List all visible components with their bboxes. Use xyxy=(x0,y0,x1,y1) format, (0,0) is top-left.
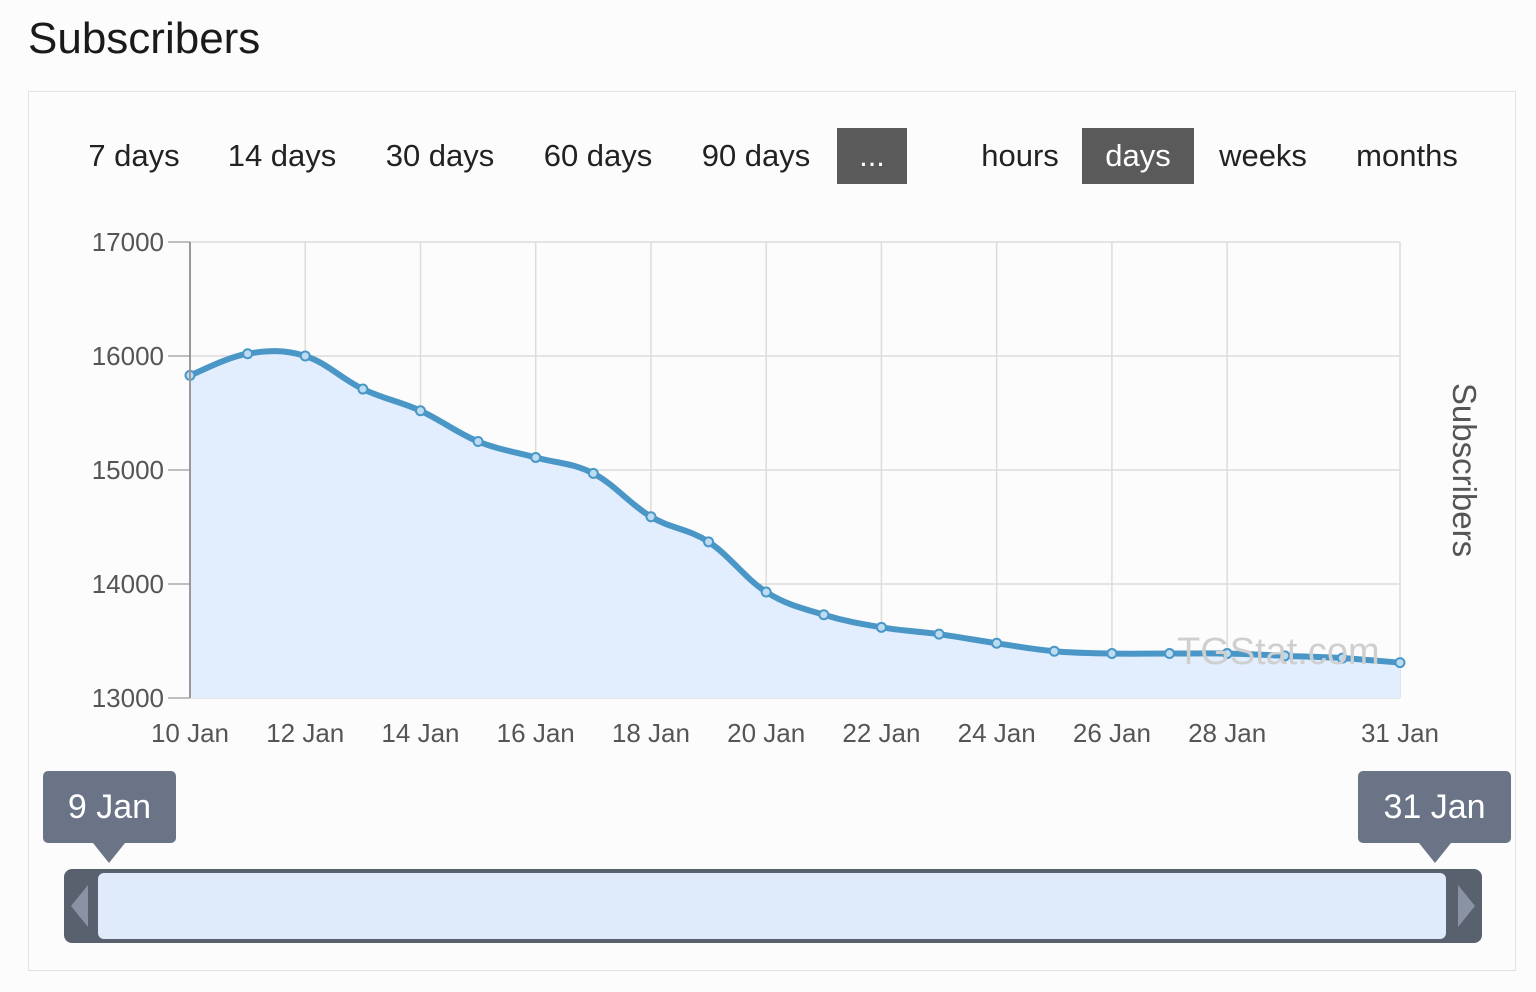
x-tick-label: 20 Jan xyxy=(727,718,805,748)
data-point[interactable] xyxy=(1394,657,1406,669)
data-point[interactable] xyxy=(933,628,945,640)
series-area xyxy=(190,351,1400,698)
data-point[interactable] xyxy=(242,348,254,360)
range-custom-button[interactable]: ... xyxy=(837,128,907,184)
navigator-end-label: 31 Jan xyxy=(1358,771,1511,863)
y-tick-label: 17000 xyxy=(92,227,164,257)
y-tick-label: 14000 xyxy=(92,569,164,599)
range-14-days-button[interactable]: 14 days xyxy=(227,138,337,173)
data-points xyxy=(184,348,1406,669)
right-arrow-icon xyxy=(1458,885,1475,927)
series-line xyxy=(188,348,1401,666)
data-point[interactable] xyxy=(875,621,887,633)
data-point[interactable] xyxy=(1164,648,1176,660)
data-point[interactable] xyxy=(645,511,657,523)
granularity-hours-button[interactable]: hours xyxy=(981,138,1059,173)
y-tick-label: 15000 xyxy=(92,455,164,485)
navigator-selected-window[interactable] xyxy=(98,873,1446,939)
x-axis-ticks: 10 Jan 12 Jan 14 Jan 16 Jan 18 Jan 20 Jan 22 J… xyxy=(151,718,1439,748)
x-tick-label: 22 Jan xyxy=(842,718,920,748)
granularity-months-button[interactable]: months xyxy=(1356,138,1458,173)
watermark: TGStat.com xyxy=(1177,631,1380,673)
range-navigator[interactable] xyxy=(64,869,1482,943)
x-tick-label: 12 Jan xyxy=(266,718,344,748)
navigator-left-handle[interactable] xyxy=(64,869,98,943)
data-point[interactable] xyxy=(472,436,484,447)
y-axis-title: Subscribers xyxy=(1446,383,1483,557)
x-tick-label: 14 Jan xyxy=(381,718,459,748)
data-point[interactable] xyxy=(760,586,772,598)
data-point[interactable] xyxy=(991,637,1003,649)
range-90-days-button[interactable]: 90 days xyxy=(701,138,811,173)
data-point[interactable] xyxy=(703,536,715,548)
left-arrow-icon xyxy=(71,885,88,927)
range-60-days-button[interactable]: 60 days xyxy=(543,138,653,173)
y-axis-ticks: 13000 14000 15000 16000 17000 xyxy=(92,227,190,713)
data-point[interactable] xyxy=(1279,650,1291,662)
y-tick-label: 16000 xyxy=(92,341,164,371)
page-title: Subscribers xyxy=(28,14,261,63)
navigator-start-label: 9 Jan xyxy=(43,771,176,863)
data-point[interactable] xyxy=(414,405,426,417)
data-point[interactable] xyxy=(530,451,542,463)
data-point[interactable] xyxy=(818,609,830,621)
x-tick-label: 28 Jan xyxy=(1188,718,1266,748)
x-tick-label: 31 Jan xyxy=(1361,718,1439,748)
chart-panel: 7 days 14 days 30 days 60 days 90 days .… xyxy=(28,91,1516,971)
x-tick-label: 18 Jan xyxy=(612,718,690,748)
x-tick-label: 26 Jan xyxy=(1073,718,1151,748)
navigator-right-handle[interactable] xyxy=(1448,869,1482,943)
granularity-weeks-button[interactable]: weeks xyxy=(1219,138,1307,173)
range-7-days-button[interactable]: 7 days xyxy=(88,138,180,173)
x-tick-label: 24 Jan xyxy=(958,718,1036,748)
data-point[interactable] xyxy=(587,467,599,479)
data-point[interactable] xyxy=(1106,648,1118,660)
range-30-days-button[interactable]: 30 days xyxy=(385,138,495,173)
x-tick-label: 10 Jan xyxy=(151,718,229,748)
data-point[interactable] xyxy=(1221,648,1233,660)
data-point[interactable] xyxy=(299,350,311,362)
data-point[interactable] xyxy=(1048,645,1060,657)
granularity-days-button[interactable]: days xyxy=(1082,128,1194,184)
subscribers-chart: 13000 14000 15000 16000 17000 10 Jan 12 Jan 14… xyxy=(92,227,1483,748)
y-tick-label: 13000 xyxy=(92,683,164,713)
data-point[interactable] xyxy=(357,383,369,395)
data-point[interactable] xyxy=(1336,652,1348,664)
x-tick-label: 16 Jan xyxy=(497,718,575,748)
